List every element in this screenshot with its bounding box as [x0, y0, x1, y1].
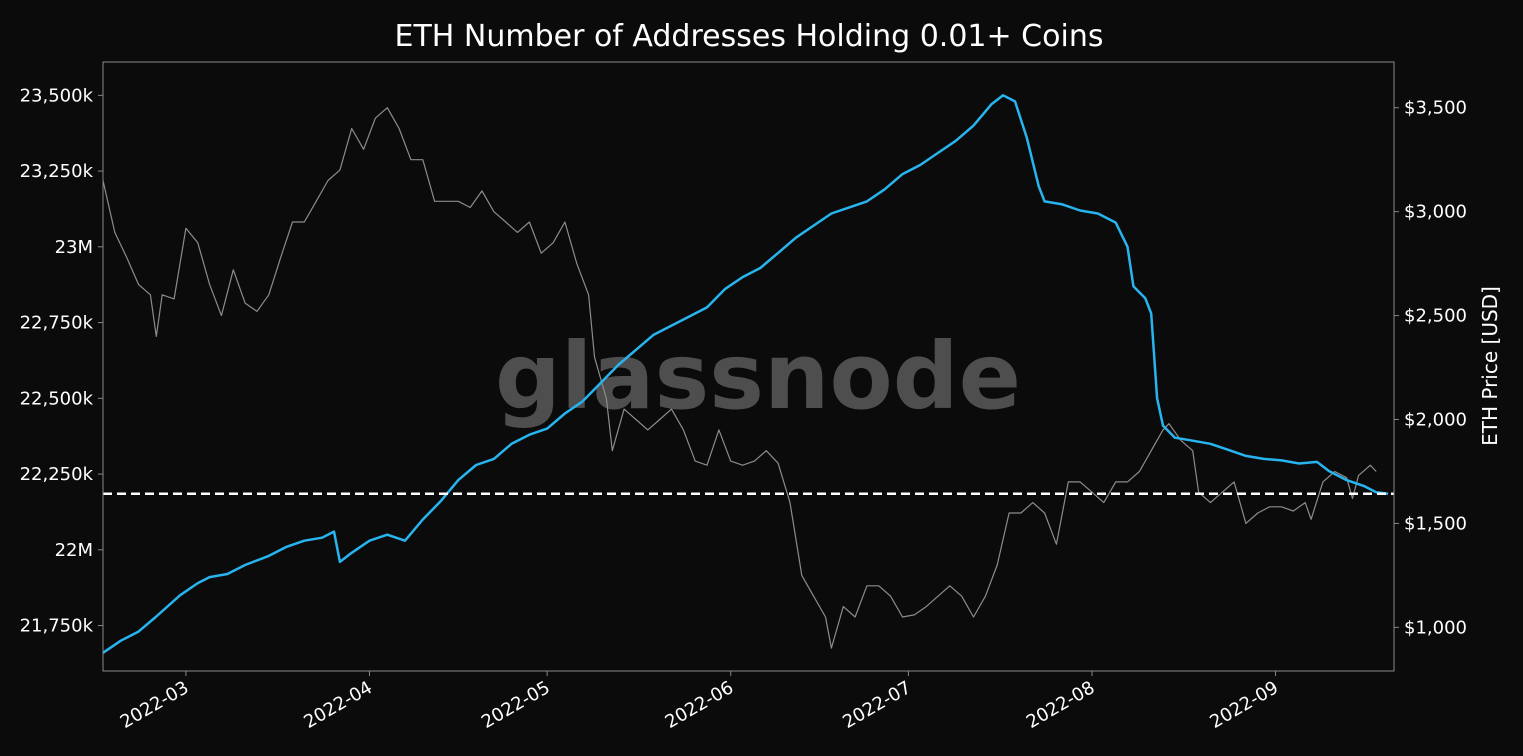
- plot-frame: [102, 61, 1395, 672]
- left-tick-label: 23M: [55, 237, 93, 258]
- left-tick-label: 21,750k: [20, 616, 94, 637]
- price-series: [102, 107, 1377, 649]
- price-line: [102, 107, 1377, 649]
- addresses-series: [102, 94, 1389, 654]
- left-tick-label: 22,250k: [20, 464, 94, 485]
- left-tick-label: 23,250k: [20, 161, 94, 182]
- left-tick-label: 22,750k: [20, 313, 94, 334]
- right-tick-label: $3,000: [1404, 202, 1467, 223]
- right-tick-label: $3,500: [1404, 98, 1467, 119]
- right-axis-label: ETH Price [USD]: [1478, 286, 1502, 446]
- plot-area: [103, 62, 1394, 671]
- left-axis-ticks: 21,750k 22M 22,250k 22,500k 22,750k 23M 23,250…: [20, 85, 103, 637]
- right-tick-label: $1,000: [1404, 617, 1467, 638]
- left-tick-label: 22,500k: [20, 388, 94, 409]
- chart-title: ETH Number of Addresses Holding 0.01+ Co…: [395, 19, 1104, 54]
- watermark: glassnode: [495, 323, 1021, 430]
- left-tick-label: 22M: [55, 540, 93, 561]
- right-tick-label: $1,500: [1404, 513, 1467, 534]
- right-tick-label: $2,000: [1404, 410, 1467, 431]
- right-tick-label: $2,500: [1404, 306, 1467, 327]
- addresses-line: [102, 94, 1389, 654]
- left-tick-label: 23,500k: [20, 85, 94, 106]
- right-axis-ticks: $1,000 $1,500 $2,000 $2,500 $3,000 $3,500: [1394, 98, 1467, 638]
